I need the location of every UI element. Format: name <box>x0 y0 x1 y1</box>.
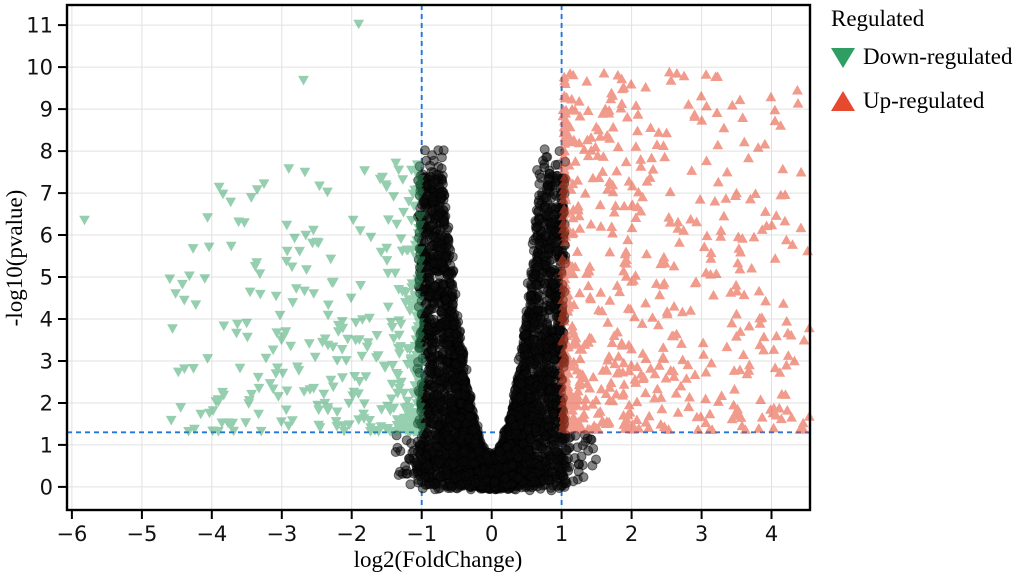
legend-label-downregulated: Down-regulated <box>863 44 1013 69</box>
legend: Regulated Down-regulated Up-regulated <box>830 6 1020 130</box>
svg-text:10: 10 <box>26 56 53 80</box>
svg-text:0: 0 <box>40 475 53 499</box>
svg-text:5: 5 <box>40 266 53 290</box>
legend-label-upregulated: Up-regulated <box>863 88 985 113</box>
y-axis-title: -log10(pvalue) <box>2 189 27 327</box>
svg-text:9: 9 <box>40 98 53 122</box>
points-nonsignificant <box>390 144 601 496</box>
svg-text:−4: −4 <box>196 522 227 546</box>
triangle-up-icon <box>831 90 855 111</box>
legend-item-upregulated: Up-regulated <box>830 86 1020 116</box>
svg-text:7: 7 <box>40 182 53 206</box>
plot-frame-and-ticks: −6 −5 −4 −3 −2 −1 0 1 2 3 4 0 1 2 3 4 5 6 7 8 9 10 11 <box>26 3 812 546</box>
svg-text:11: 11 <box>26 14 53 38</box>
svg-text:3: 3 <box>695 522 708 546</box>
svg-text:4: 4 <box>40 308 53 332</box>
points-upregulated <box>557 66 815 435</box>
svg-text:2: 2 <box>625 522 638 546</box>
svg-text:−6: −6 <box>56 522 87 546</box>
svg-text:−2: −2 <box>336 522 367 546</box>
svg-text:8: 8 <box>40 140 53 164</box>
svg-text:−1: −1 <box>406 522 437 546</box>
svg-text:1: 1 <box>40 433 53 457</box>
svg-text:−5: −5 <box>126 522 157 546</box>
svg-text:−3: −3 <box>266 522 297 546</box>
x-axis-title: log2(FoldChange) <box>353 547 523 572</box>
triangle-down-icon <box>831 47 855 68</box>
svg-text:0: 0 <box>485 522 498 546</box>
svg-text:6: 6 <box>40 224 53 248</box>
legend-item-downregulated: Down-regulated <box>830 42 1020 72</box>
svg-text:3: 3 <box>40 350 53 374</box>
points-downregulated <box>79 19 427 437</box>
svg-text:2: 2 <box>40 392 53 416</box>
legend-title: Regulated <box>831 6 925 31</box>
svg-text:1: 1 <box>555 522 568 546</box>
svg-text:4: 4 <box>765 522 778 546</box>
